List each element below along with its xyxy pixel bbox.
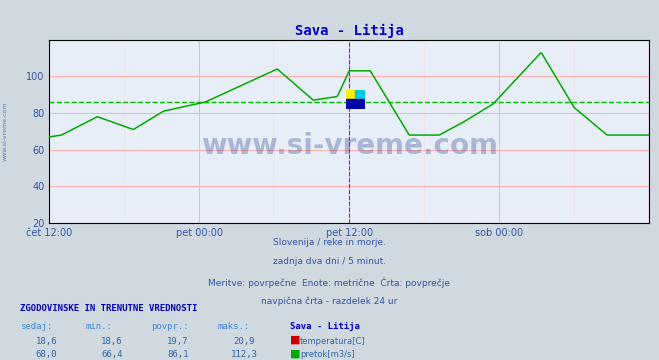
Text: 66,4: 66,4 (101, 351, 123, 360)
Text: pretok[m3/s]: pretok[m3/s] (300, 351, 355, 360)
Text: min.:: min.: (86, 322, 113, 331)
Bar (346, 99, 364, 109)
Text: 18,6: 18,6 (36, 337, 57, 346)
Text: 20,9: 20,9 (233, 337, 254, 346)
Text: www.si-vreme.com: www.si-vreme.com (201, 132, 498, 160)
Text: Sava - Litija: Sava - Litija (290, 322, 360, 331)
Bar (355, 90, 364, 99)
Text: 68,0: 68,0 (36, 351, 57, 360)
Text: maks.:: maks.: (217, 322, 250, 331)
Text: ZGODOVINSKE IN TRENUTNE VREDNOSTI: ZGODOVINSKE IN TRENUTNE VREDNOSTI (20, 305, 197, 314)
Title: Sava - Litija: Sava - Litija (295, 24, 404, 39)
Text: sedaj:: sedaj: (20, 322, 52, 331)
Text: Meritve: povrpečne  Enote: metrične  Črta: povprečje: Meritve: povrpečne Enote: metrične Črta:… (208, 277, 451, 288)
Text: www.si-vreme.com: www.si-vreme.com (3, 102, 8, 161)
Text: 18,6: 18,6 (101, 337, 123, 346)
Text: 86,1: 86,1 (167, 351, 188, 360)
Text: ■: ■ (290, 348, 301, 359)
Bar (346, 90, 355, 99)
Text: temperatura[C]: temperatura[C] (300, 337, 366, 346)
Text: ■: ■ (290, 335, 301, 345)
Text: navpična črta - razdelek 24 ur: navpična črta - razdelek 24 ur (262, 297, 397, 306)
Text: povpr.:: povpr.: (152, 322, 189, 331)
Text: 19,7: 19,7 (167, 337, 188, 346)
Text: Slovenija / reke in morje.: Slovenija / reke in morje. (273, 238, 386, 247)
Text: 112,3: 112,3 (231, 351, 257, 360)
Text: zadnja dva dni / 5 minut.: zadnja dva dni / 5 minut. (273, 257, 386, 266)
